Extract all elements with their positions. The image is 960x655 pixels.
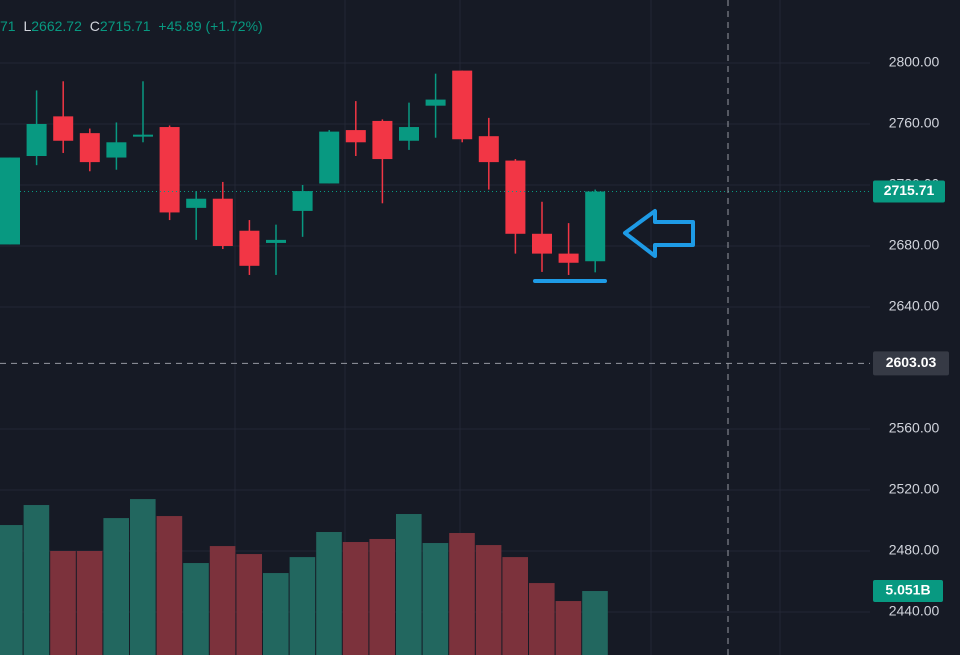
volume-bar: [236, 554, 262, 655]
candle-body: [0, 157, 20, 245]
candle-body: [159, 127, 180, 213]
volume-bar: [316, 532, 342, 655]
volume-label-box: [873, 580, 943, 603]
last-price-box: [873, 180, 945, 203]
candle-body: [399, 127, 419, 141]
legend-change: +45.89 (+1.72%): [158, 18, 262, 34]
volume-bar: [130, 499, 156, 655]
volume-bar: [422, 543, 449, 655]
candle-body: [532, 233, 552, 254]
volume-bar: [183, 563, 209, 655]
volume-bar: [76, 551, 103, 655]
volume-bar: [449, 533, 475, 655]
candle-body: [26, 123, 47, 157]
candles: [0, 70, 606, 275]
candle-body: [319, 131, 340, 184]
legend-close: 2715.71: [100, 18, 151, 34]
arrow: [623, 209, 695, 258]
y-tick-label: 2480.00: [889, 542, 940, 558]
legend-low-label: L: [23, 18, 31, 34]
candle-body: [345, 130, 366, 143]
candle-body: [452, 70, 473, 140]
volume-bar: [263, 573, 289, 655]
volume-bar: [209, 546, 236, 655]
candle-body: [505, 160, 526, 234]
legend-partial: 71: [0, 18, 16, 34]
volume-bar: [529, 583, 555, 655]
candle-body: [106, 142, 127, 158]
volume-bar: [342, 542, 369, 655]
candle-body: [292, 191, 313, 211]
volume-bar: [0, 525, 23, 655]
candle-body: [478, 136, 499, 163]
volume-bar: [369, 538, 395, 655]
y-tick-label: 2560.00: [889, 420, 940, 436]
candle-body: [266, 239, 286, 243]
candle-body: [133, 134, 153, 137]
candle-body: [239, 230, 260, 266]
volume-pane: [0, 499, 608, 655]
candle-body: [53, 116, 74, 141]
y-tick-label: 2680.00: [889, 237, 940, 253]
y-tick-label: 2800.00: [889, 54, 940, 70]
volume-label: 5.051B: [885, 582, 930, 598]
volume-bar: [289, 557, 316, 655]
volume-bar: [582, 591, 608, 655]
legend-low: 2662.72: [31, 18, 82, 34]
volume-bar: [502, 557, 528, 655]
legend-close-label: C: [90, 18, 100, 34]
annotation: [533, 209, 695, 283]
crosshair-price-box: [873, 351, 949, 376]
crosshair-price-label: 2603.03: [886, 354, 937, 370]
candle-body: [425, 99, 446, 106]
volume-bar: [23, 505, 50, 655]
y-tick-label: 2640.00: [889, 298, 940, 314]
volume-bar: [475, 545, 502, 655]
y-tick-label: 2760.00: [889, 115, 940, 131]
candle-body: [212, 198, 233, 246]
y-tick-label: 2440.00: [889, 603, 940, 619]
ohlc-legend: 71 L2662.72 C2715.71 +45.89 (+1.72%): [0, 18, 263, 34]
volume-bar: [156, 516, 183, 655]
candle-body: [558, 253, 579, 263]
volume-bar: [103, 518, 129, 655]
y-tick-label: 2520.00: [889, 481, 940, 497]
candle-body: [585, 191, 606, 262]
volume-bar: [396, 514, 422, 655]
candle-body: [372, 120, 393, 160]
volume-bar: [555, 601, 582, 655]
candle-body: [79, 133, 100, 163]
candle-body: [186, 198, 207, 208]
last-price-label: 2715.71: [884, 182, 935, 198]
volume-bar: [50, 551, 76, 655]
